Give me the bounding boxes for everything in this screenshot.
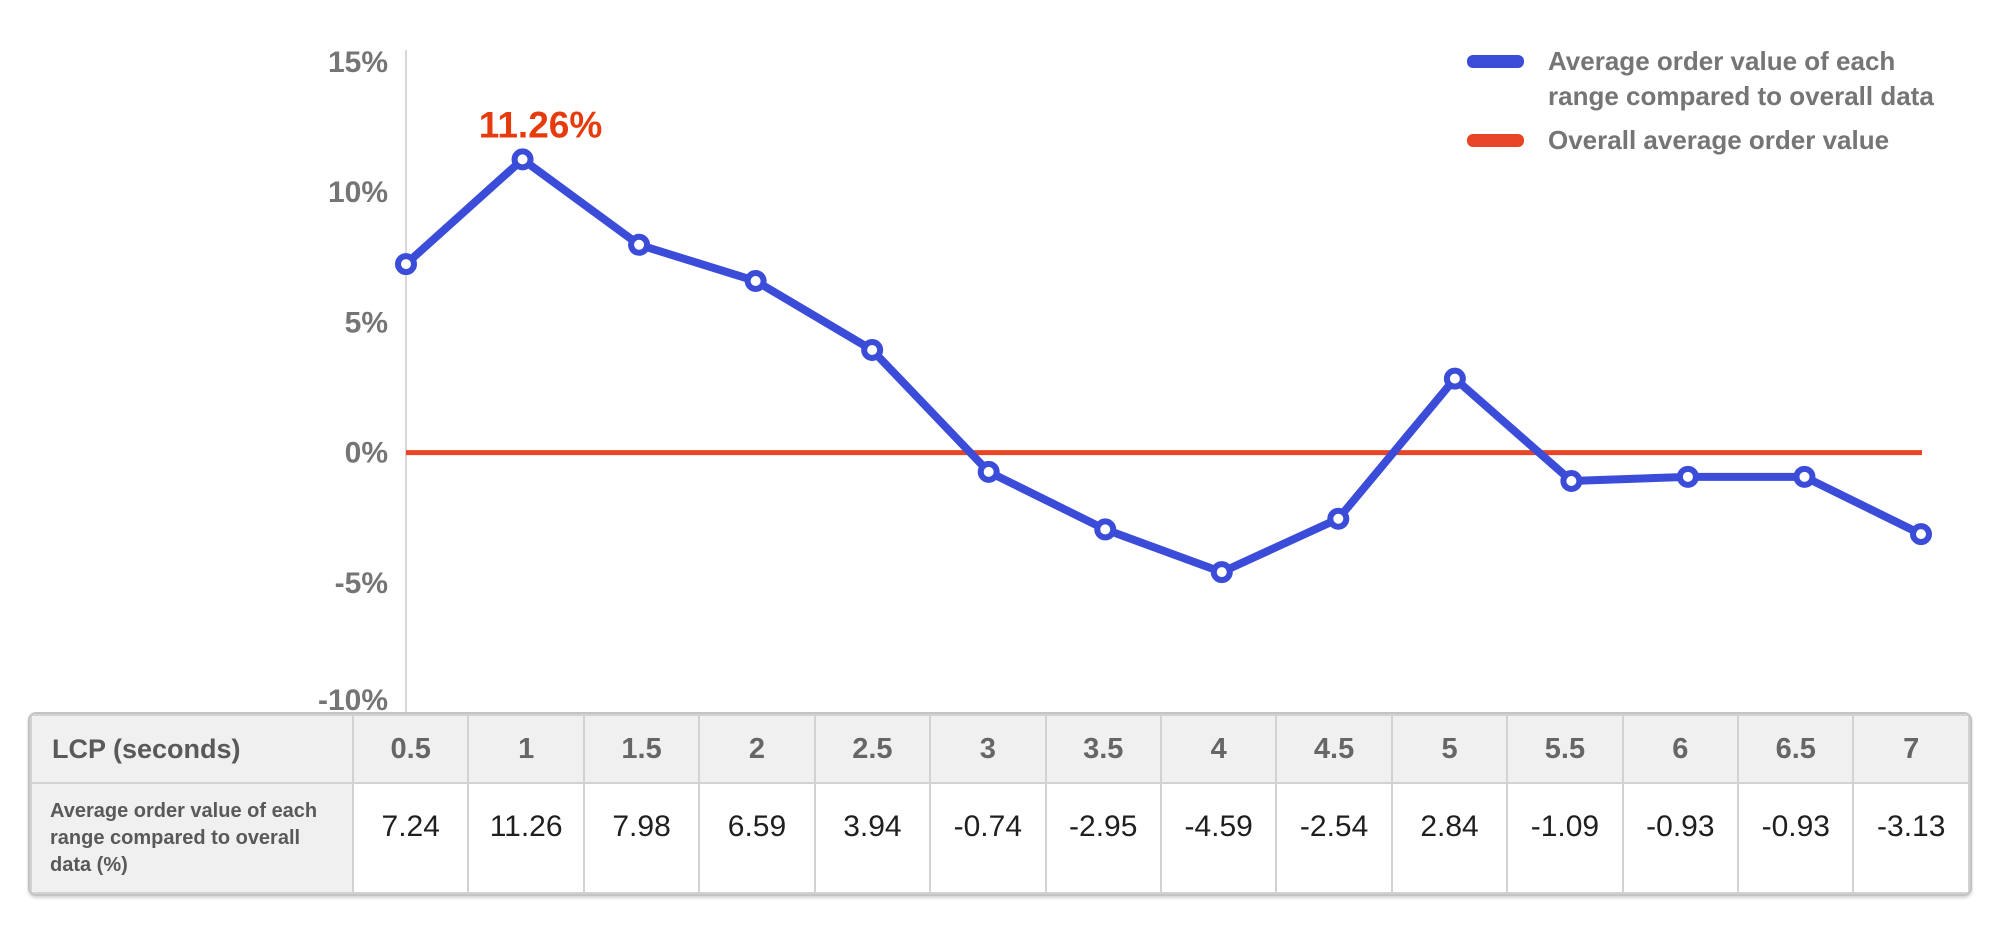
data-point-marker [744,269,767,292]
legend-label: Overall average order value [1548,125,1890,155]
table-value-cell: 2.84 [1390,782,1509,894]
table-value-cell: -3.13 [1852,782,1970,894]
table-header-cell: 4.5 [1275,714,1393,784]
table-value-cell: -2.54 [1275,782,1393,894]
table-value-cell: -0.93 [1737,782,1855,894]
data-table: LCP (seconds) 0.5 1 1.5 2 2.5 3 3.5 4 4.5 5 5.5 6 6.… [28,712,1972,896]
table-header-cell: 3 [929,714,1047,784]
table-value-cell: -4.59 [1159,782,1278,894]
data-point-marker [1560,469,1583,492]
table-value-cell: 7.24 [351,782,470,894]
table-value-cell: -0.93 [1621,782,1740,894]
table-header-cell: 2.5 [813,714,932,784]
table-row-label: Average order value of each range compar… [30,782,354,894]
table-header-cell: 6 [1621,714,1740,784]
table-value-cell: 3.94 [813,782,932,894]
line-chart: 15% 10% 5% 0% -5% -10% 11.26% [318,46,1932,717]
legend-swatch [1467,134,1524,147]
legend-swatch [1467,55,1524,68]
y-tick-label: -5% [335,567,388,600]
table-value-cell: 7.98 [582,782,701,894]
peak-annotation: 11.26% [479,104,602,145]
table-values-row: Average order value of each range compar… [30,782,1970,894]
table-header-cell: 3.5 [1044,714,1162,784]
legend-item: Average order value of each range compare… [1467,44,1934,114]
y-tick-label: 10% [328,176,388,209]
data-point-marker [628,233,651,256]
table-header-row: LCP (seconds) 0.5 1 1.5 2 2.5 3 3.5 4 4.5 5 5.5 6 6.… [30,714,1970,784]
data-point-marker [1210,561,1233,584]
table-header-cell: 1.5 [582,714,701,784]
table-header-cell: 5 [1390,714,1509,784]
aov-series-line [402,155,1925,577]
data-point-marker [1676,465,1699,488]
data-point-marker [511,148,534,171]
legend-label: Average order value of each range compare… [1548,46,1934,111]
data-point-marker [861,339,884,362]
y-tick-label: 0% [345,437,388,470]
table-header-cell: 1 [467,714,585,784]
table-header-cell: 2 [698,714,816,784]
y-tick-label: 5% [345,306,388,339]
table-value-cell: -0.74 [929,782,1047,894]
data-point-marker [395,253,417,276]
data-point-marker [1327,507,1350,530]
table-header-cell: 5.5 [1506,714,1624,784]
data-point-marker [1910,523,1932,546]
legend-item: Overall average order value [1467,123,1934,158]
y-tick-label: -10% [318,684,388,717]
table-value-cell: -2.95 [1044,782,1162,894]
table-header-cell: 6.5 [1737,714,1855,784]
y-tick-label: 15% [328,46,388,79]
data-point-marker [1793,465,1816,488]
table-corner-cell: LCP (seconds) [30,714,354,784]
table-value-cell: -1.09 [1506,782,1624,894]
table-value-cell: 6.59 [698,782,816,894]
table-header-cell: 0.5 [351,714,470,784]
data-point-marker [977,460,1000,483]
table-header-cell: 7 [1852,714,1970,784]
table-header-cell: 4 [1159,714,1278,784]
chart-legend: Average order value of each range compare… [1467,44,1934,158]
data-point-marker [1443,367,1466,390]
table-value-cell: 11.26 [467,782,585,894]
data-point-marker [1094,518,1117,541]
